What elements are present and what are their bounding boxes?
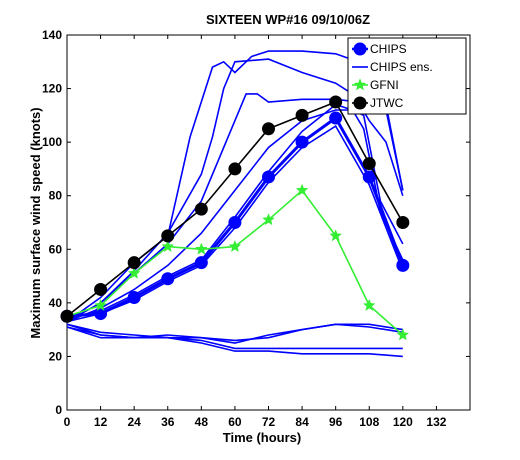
y-tick-label-100: 100 [42, 135, 62, 149]
x-tick-label-60: 60 [228, 415, 242, 429]
gfni-point-12 [94, 298, 107, 311]
x-tick-label-72: 72 [262, 415, 276, 429]
jtwc-point-72 [262, 122, 275, 136]
legend-box [347, 37, 467, 115]
chips-point-96 [329, 111, 343, 125]
gfni-point-24 [127, 266, 141, 279]
chips-ens-member-6 [66, 124, 404, 323]
gfni-point-84 [295, 183, 309, 196]
chart-title: SIXTEEN WP#16 09/10/06Z [206, 12, 370, 27]
x-tick-label-48: 48 [195, 415, 209, 429]
y-tick-label-0: 0 [55, 403, 62, 417]
chips-ens-member-4 [66, 109, 404, 323]
plot-area: 0 12 24 36 48 60 72 84 96 108 120 132 0 20 40 60 80 100 12… [42, 28, 471, 429]
jtwc-point-0 [60, 309, 74, 323]
x-tick-label-108: 108 [359, 415, 379, 429]
chips-point-84 [295, 135, 309, 149]
legend-marker-chips [353, 42, 367, 56]
legend-label-gfni: GFNI [370, 78, 399, 92]
chips-ens-member-3 [66, 93, 404, 323]
chips-ens-member-10 [66, 326, 403, 358]
legend-label-chips-ens: CHIPS ens. [370, 60, 433, 74]
x-tick-label-120: 120 [393, 415, 413, 429]
jtwc-point-24 [127, 256, 141, 270]
y-tick-label-60: 60 [49, 242, 63, 256]
jtwc-point-60 [228, 162, 242, 176]
y-tick-label-20: 20 [49, 349, 63, 363]
chips-ens-member-8 [66, 323, 403, 344]
x-axis-label: Time (hours) [223, 430, 302, 445]
legend-marker-gfni [353, 78, 367, 91]
legend-label-jtwc: JTWC [370, 96, 404, 110]
gfni-line [66, 189, 404, 336]
legend: CHIPS CHIPS ens. GFNI JTWC [347, 37, 467, 115]
y-tick-label-40: 40 [49, 296, 63, 310]
jtwc-point-108 [362, 157, 376, 171]
gfni-point-108 [362, 298, 376, 311]
x-tick-label-84: 84 [295, 415, 309, 429]
x-tick-label-96: 96 [329, 415, 343, 429]
gfni-point-72 [262, 213, 275, 226]
jtwc-point-36 [161, 229, 175, 243]
x-tick-label-36: 36 [161, 415, 175, 429]
jtwc-point-96 [329, 95, 343, 109]
gfni-point-48 [194, 242, 208, 255]
jtwc-point-120 [396, 216, 410, 229]
legend-label-chips: CHIPS [370, 42, 407, 56]
gfni-point-60 [228, 239, 242, 253]
chips-ens-member-5 [66, 103, 404, 320]
jtwc-point-12 [94, 282, 108, 296]
y-axis-label: Maximum surface wind speed (knots) [28, 107, 43, 338]
y-tick-label-120: 120 [42, 82, 62, 96]
x-tick-label-0: 0 [64, 415, 71, 429]
jtwc-point-48 [194, 202, 208, 216]
gfni-point-96 [329, 229, 343, 242]
gfni-point-120 [396, 328, 410, 341]
x-tick-label-132: 132 [426, 415, 446, 429]
gfni-point-36 [161, 239, 175, 253]
legend-marker-jtwc [353, 96, 367, 110]
jtwc-line [66, 100, 404, 317]
x-tick-label-24: 24 [127, 415, 141, 429]
jtwc-point-84 [295, 108, 309, 122]
chips-ens-member-9 [66, 326, 403, 350]
x-tick-label-12: 12 [94, 415, 108, 429]
y-tick-label-80: 80 [49, 189, 63, 203]
y-tick-label-140: 140 [42, 28, 62, 42]
